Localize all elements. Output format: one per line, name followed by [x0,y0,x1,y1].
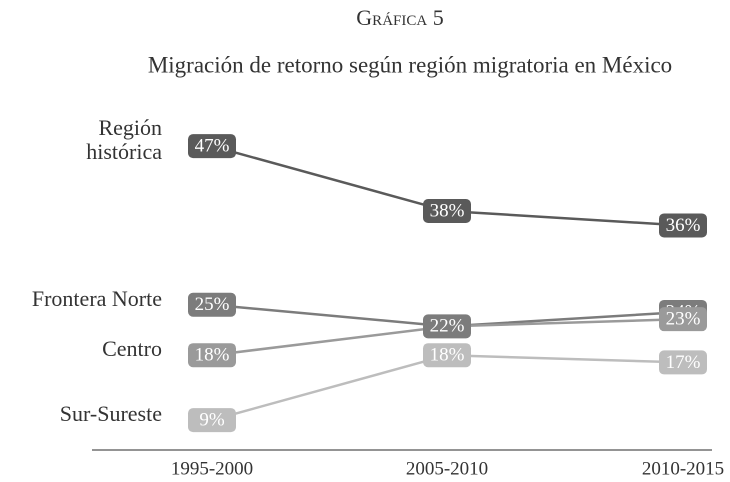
label-box [659,213,707,238]
label-box [188,134,236,159]
label-box [659,307,707,332]
value-label: 36% [666,215,701,236]
x-tick-label: 2010-2015 [642,458,724,479]
chart-title: Gráfica 5 [356,5,443,30]
value-label: 25% [195,294,230,315]
series-name: Región histórica [86,115,162,165]
x-tick-label: 2005-2010 [406,458,488,479]
value-label: 18% [430,345,465,366]
label-box [423,343,471,368]
value-label: 17% [666,352,701,373]
series-name: Sur-Sureste [59,401,162,427]
label-box [659,350,707,375]
value-label: 9% [199,409,225,430]
x-tick-label: 1995-2000 [171,458,253,479]
value-label: 22% [430,316,465,337]
label-box [188,408,236,433]
value-label: 47% [195,135,230,156]
chart-subtitle: Migración de retorno según región migrat… [148,52,672,77]
value-label: 38% [430,200,465,221]
value-label: 23% [666,309,701,330]
series-name: Centro [102,336,162,362]
series-name: Frontera Norte [31,285,162,311]
value-label: 18% [195,345,230,366]
label-box [188,343,236,368]
label-box [423,314,471,339]
label-box [423,199,471,224]
label-box [188,292,236,317]
